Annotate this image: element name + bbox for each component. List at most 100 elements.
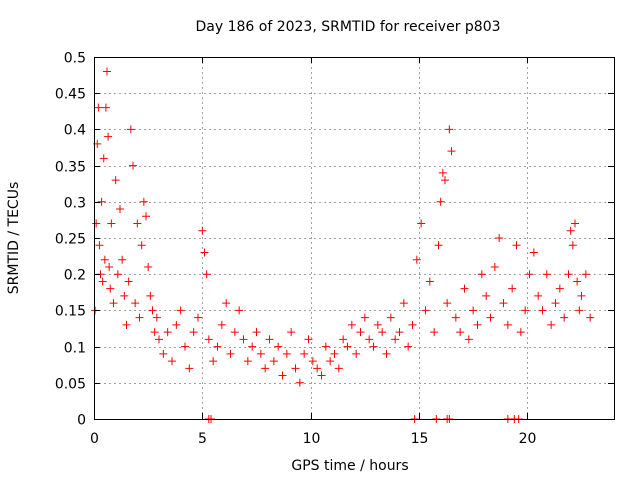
data-point-0-128 bbox=[529, 248, 538, 257]
data-point-0-100 bbox=[421, 306, 430, 315]
data-point-0-66 bbox=[274, 342, 283, 351]
data-point-0-62 bbox=[256, 349, 265, 358]
data-point-0-93 bbox=[391, 335, 400, 344]
data-point-0-105 bbox=[438, 168, 447, 177]
data-point-0-1 bbox=[92, 219, 101, 228]
x-tick-label-2: 10 bbox=[303, 431, 321, 447]
data-point-0-73 bbox=[304, 335, 313, 344]
data-point-0-22 bbox=[122, 320, 131, 329]
data-point-0-48 bbox=[200, 248, 209, 257]
data-point-0-133 bbox=[551, 299, 560, 308]
x-tick-labels: 0 5 10 15 20 bbox=[90, 431, 536, 447]
y-tick-labels: 0 0.05 0.1 0.15 0.2 0.25 0.3 0.35 0.4 0.45 0.5 bbox=[55, 51, 86, 429]
data-point-0-110 bbox=[451, 313, 460, 322]
data-point-0-114 bbox=[469, 306, 478, 315]
data-point-0-37 bbox=[155, 335, 163, 344]
data-point-0-103 bbox=[434, 241, 443, 250]
data-point-0-60 bbox=[248, 342, 257, 351]
data-point-0-108 bbox=[445, 125, 454, 134]
data-point-0-46 bbox=[194, 313, 202, 322]
data-point-0-139 bbox=[571, 219, 579, 228]
data-point-0-24 bbox=[126, 125, 135, 134]
data-point-0-39 bbox=[163, 328, 172, 337]
data-point-0-78 bbox=[326, 357, 335, 366]
data-point-0-137 bbox=[566, 226, 575, 235]
data-point-0-56 bbox=[230, 328, 239, 337]
data-point-0-55 bbox=[226, 349, 235, 358]
data-point-0-74 bbox=[308, 357, 317, 366]
data-point-0-53 bbox=[217, 320, 226, 329]
y-tick-label-4: 0.2 bbox=[64, 268, 86, 284]
data-point-0-106 bbox=[441, 176, 449, 185]
data-point-0-134 bbox=[555, 284, 564, 293]
data-point-0-8 bbox=[99, 154, 108, 163]
data-point-0-141 bbox=[575, 306, 584, 315]
data-point-0-10 bbox=[101, 103, 110, 112]
data-point-0-59 bbox=[243, 357, 252, 366]
data-point-0-125 bbox=[516, 328, 525, 337]
data-point-0-121 bbox=[499, 299, 508, 308]
y-tick-label-1: 0.05 bbox=[55, 377, 86, 393]
data-point-0-85 bbox=[356, 328, 365, 337]
data-point-0-95 bbox=[399, 299, 408, 308]
data-point-0-79 bbox=[330, 349, 339, 358]
data-point-0-75 bbox=[313, 364, 322, 373]
data-point-0-41 bbox=[172, 320, 181, 329]
data-point-0-144 bbox=[586, 313, 595, 322]
data-point-0-71 bbox=[295, 378, 304, 387]
x-axis-label: GPS time / hours bbox=[291, 458, 408, 474]
data-point-0-6 bbox=[97, 197, 106, 206]
data-point-0-89 bbox=[373, 320, 382, 329]
data-point-0-70 bbox=[291, 364, 300, 373]
data-point-0-72 bbox=[300, 349, 309, 358]
y-tick-label-6: 0.3 bbox=[64, 196, 86, 212]
data-point-0-27 bbox=[133, 219, 142, 228]
data-point-0-143 bbox=[581, 270, 590, 279]
data-point-0-111 bbox=[456, 328, 465, 337]
data-point-0-82 bbox=[343, 342, 352, 351]
data-point-0-67 bbox=[278, 371, 287, 380]
data-point-0-84 bbox=[352, 349, 361, 358]
data-point-0-117 bbox=[482, 291, 491, 300]
data-point-0-44 bbox=[185, 364, 194, 373]
data-point-0-18 bbox=[113, 270, 122, 279]
data-point-0-127 bbox=[525, 270, 534, 279]
y-tick-label-8: 0.4 bbox=[64, 123, 86, 139]
data-point-0-23 bbox=[124, 277, 133, 286]
data-point-0-43 bbox=[181, 342, 189, 351]
data-point-0-107 bbox=[443, 299, 452, 308]
data-point-0-31 bbox=[142, 212, 150, 221]
data-point-0-51 bbox=[209, 357, 218, 366]
data-point-0-20 bbox=[118, 255, 127, 264]
data-point-0-135 bbox=[560, 313, 569, 322]
data-point-0-3 bbox=[94, 103, 103, 112]
data-point-0-138 bbox=[568, 241, 577, 250]
data-point-0-112 bbox=[460, 284, 469, 293]
data-point-0-19 bbox=[116, 205, 124, 214]
data-point-0-17 bbox=[111, 176, 120, 185]
data-point-0-57 bbox=[235, 306, 244, 315]
data-point-0-52 bbox=[213, 342, 222, 351]
data-point-0-123 bbox=[508, 284, 517, 293]
data-point-0-131 bbox=[542, 270, 551, 279]
y-tick-label-2: 0.1 bbox=[64, 341, 86, 357]
data-point-0-104 bbox=[436, 197, 445, 206]
y-tick-label-0: 0 bbox=[77, 413, 86, 429]
data-point-0-47 bbox=[198, 226, 207, 235]
data-point-0-116 bbox=[477, 270, 486, 279]
data-point-0-38 bbox=[159, 349, 168, 358]
data-point-0-25 bbox=[129, 161, 137, 170]
data-point-0-15 bbox=[107, 219, 116, 228]
x-tick-label-4: 20 bbox=[519, 431, 537, 447]
data-point-0-129 bbox=[534, 291, 543, 300]
data-point-0-30 bbox=[139, 197, 148, 206]
data-point-0-80 bbox=[334, 364, 343, 373]
data-point-0-16 bbox=[109, 299, 118, 308]
data-point-0-14 bbox=[106, 284, 115, 293]
data-point-0-83 bbox=[347, 320, 356, 329]
data-point-0-68 bbox=[282, 349, 291, 358]
data-point-0-63 bbox=[261, 364, 270, 373]
data-point-0-86 bbox=[360, 313, 369, 322]
data-point-0-50 bbox=[204, 335, 213, 344]
data-point-0-77 bbox=[321, 342, 330, 351]
